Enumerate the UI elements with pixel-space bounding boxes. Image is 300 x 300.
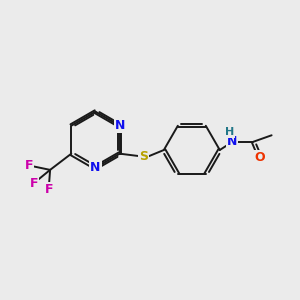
Text: F: F: [25, 159, 33, 172]
Text: O: O: [254, 151, 265, 164]
Text: H: H: [225, 127, 234, 137]
Text: F: F: [30, 177, 38, 190]
Text: N: N: [90, 161, 101, 174]
Text: N: N: [115, 119, 125, 132]
Text: N: N: [227, 135, 237, 148]
Text: S: S: [140, 149, 148, 163]
Text: F: F: [44, 183, 53, 196]
